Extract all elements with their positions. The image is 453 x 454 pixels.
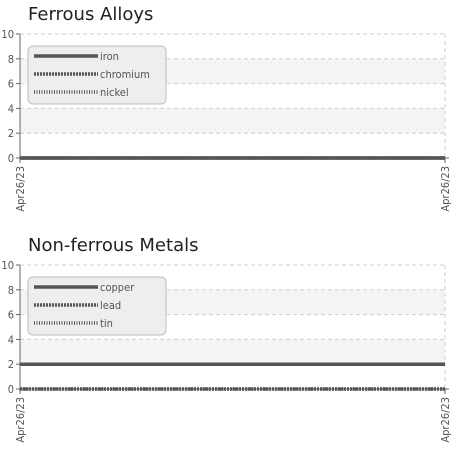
legend: iron chromium nickel [27,45,167,105]
grid-band [20,339,445,365]
chart-ferrous-alloys: 0 2 4 6 8 10 Apr26/23 Apr26/23 iron chromium nicke… [1,28,452,212]
legend-label-lead: lead [100,299,121,312]
y-tick-label: 4 [8,102,14,115]
x-tick-label: Apr26/23 [14,166,27,212]
y-tick-label: 6 [8,309,14,322]
y-tick-label: 2 [8,358,14,371]
y-tick-label: 8 [8,284,14,297]
x-tick-label: Apr26/23 [14,397,27,443]
x-tick-label: Apr26/23 [439,397,452,443]
y-tick-label: 0 [8,383,14,396]
y-tick-label: 8 [8,53,14,66]
chart-title-nonferrous: Non-ferrous Metals [28,235,199,256]
y-tick-label: 0 [8,152,14,165]
legend-label-nickel: nickel [100,86,129,99]
legend: copper lead tin [27,276,167,336]
y-tick-label: 2 [8,127,14,140]
x-tick-label: Apr26/23 [439,166,452,212]
grid-band [20,108,445,134]
legend-label-copper: copper [100,281,135,294]
chart-title-ferrous: Ferrous Alloys [28,4,154,25]
legend-label-chromium: chromium [100,68,150,81]
legend-label-iron: iron [100,50,119,63]
y-tick-label: 10 [1,259,14,272]
legend-label-tin: tin [100,317,113,330]
chart-non-ferrous-metals: 0 2 4 6 8 10 Apr26/23 Apr26/23 copper lead tin [1,259,452,443]
y-tick-label: 10 [1,28,14,41]
y-tick-label: 6 [8,78,14,91]
y-tick-label: 4 [8,333,14,346]
